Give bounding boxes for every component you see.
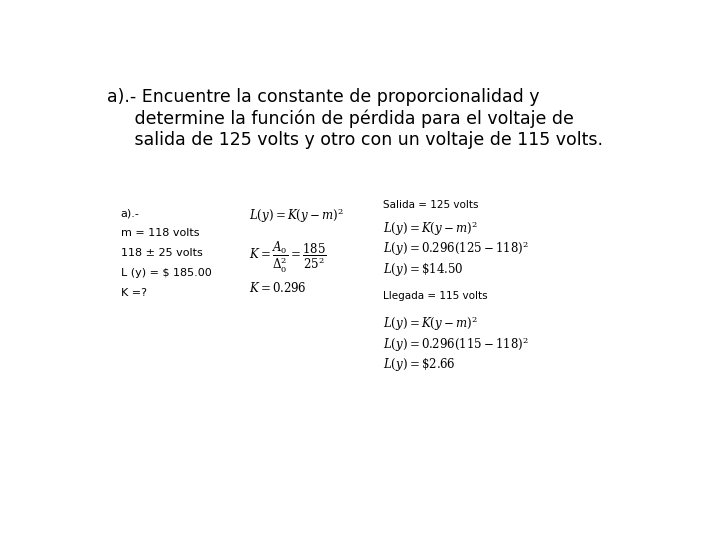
Text: a).-: a).- <box>121 208 140 218</box>
Text: $K = \dfrac{A_0}{\Delta_0^{2}} = \dfrac{185}{25^2}$: $K = \dfrac{A_0}{\Delta_0^{2}} = \dfrac{… <box>249 239 327 275</box>
Text: $L(y) = K(y-m)^2$: $L(y) = K(y-m)^2$ <box>383 219 477 238</box>
Text: $L(y) = K(y-m)^2$: $L(y) = K(y-m)^2$ <box>383 314 477 333</box>
Text: $L(y) = \$2.66$: $L(y) = \$2.66$ <box>383 356 456 373</box>
Text: m = 118 volts: m = 118 volts <box>121 228 199 238</box>
Text: salida de 125 volts y otro con un voltaje de 115 volts.: salida de 125 volts y otro con un voltaj… <box>107 131 603 149</box>
Text: $L(y) = K(y-m)^2$: $L(y) = K(y-m)^2$ <box>249 206 343 225</box>
Text: Llegada = 115 volts: Llegada = 115 volts <box>383 292 487 301</box>
Text: $L(y) = 0.296(115-118)^2$: $L(y) = 0.296(115-118)^2$ <box>383 335 529 354</box>
Text: K =?: K =? <box>121 288 147 298</box>
Text: $L(y) = 0.296(125-118)^2$: $L(y) = 0.296(125-118)^2$ <box>383 239 529 258</box>
Text: 118 ± 25 volts: 118 ± 25 volts <box>121 248 202 258</box>
Text: $K = 0.296$: $K = 0.296$ <box>249 281 307 295</box>
Text: determine la función de pérdida para el voltaje de: determine la función de pérdida para el … <box>107 109 574 128</box>
Text: $L(y) = \$14.50$: $L(y) = \$14.50$ <box>383 261 464 278</box>
Text: Salida = 125 volts: Salida = 125 volts <box>383 200 479 210</box>
Text: a).- Encuentre la constante de proporcionalidad y: a).- Encuentre la constante de proporcio… <box>107 87 539 106</box>
Text: L (y) = $ 185.00: L (y) = $ 185.00 <box>121 268 212 278</box>
